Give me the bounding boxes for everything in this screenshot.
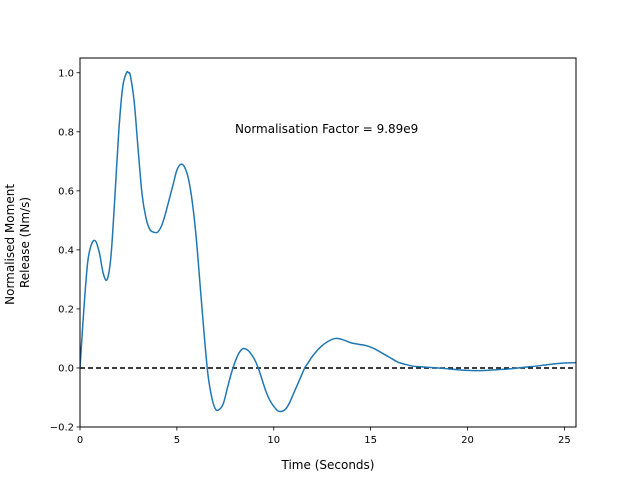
x-tick-label: 10 (267, 435, 280, 446)
y-axis-label: Normalised Moment Release (Nm/s) (3, 180, 32, 305)
series-line-0 (80, 70, 576, 413)
axis-ticks: 0 5 10 15 20 25 −0.2 0.0 0.2 0.4 0.6 0.8 1.0 (50, 68, 571, 446)
x-tick-label: 5 (174, 435, 180, 446)
y-tick-label: 1.0 (58, 68, 74, 79)
x-tick-label: 25 (558, 435, 571, 446)
x-tick-label: 0 (77, 435, 83, 446)
normalisation-annotation: Normalisation Factor = 9.89e9 (235, 122, 418, 136)
axes-frame (79, 57, 577, 428)
y-axis-label-line-1: Normalised Moment (3, 184, 17, 305)
plot-area (80, 70, 576, 413)
y-tick-label: 0.0 (58, 363, 74, 374)
y-axis-label-line-2: Release (Nm/s) (18, 197, 32, 288)
x-tick-label: 20 (461, 435, 474, 446)
y-tick-label: 0.4 (58, 245, 74, 256)
y-tick-label: 0.8 (58, 127, 74, 138)
y-tick-label: 0.2 (58, 304, 74, 315)
y-tick-label: −0.2 (50, 423, 74, 434)
x-axis-label: Time (Seconds) (281, 458, 375, 472)
x-tick-label: 15 (364, 435, 377, 446)
y-tick-label: 0.6 (58, 186, 74, 197)
